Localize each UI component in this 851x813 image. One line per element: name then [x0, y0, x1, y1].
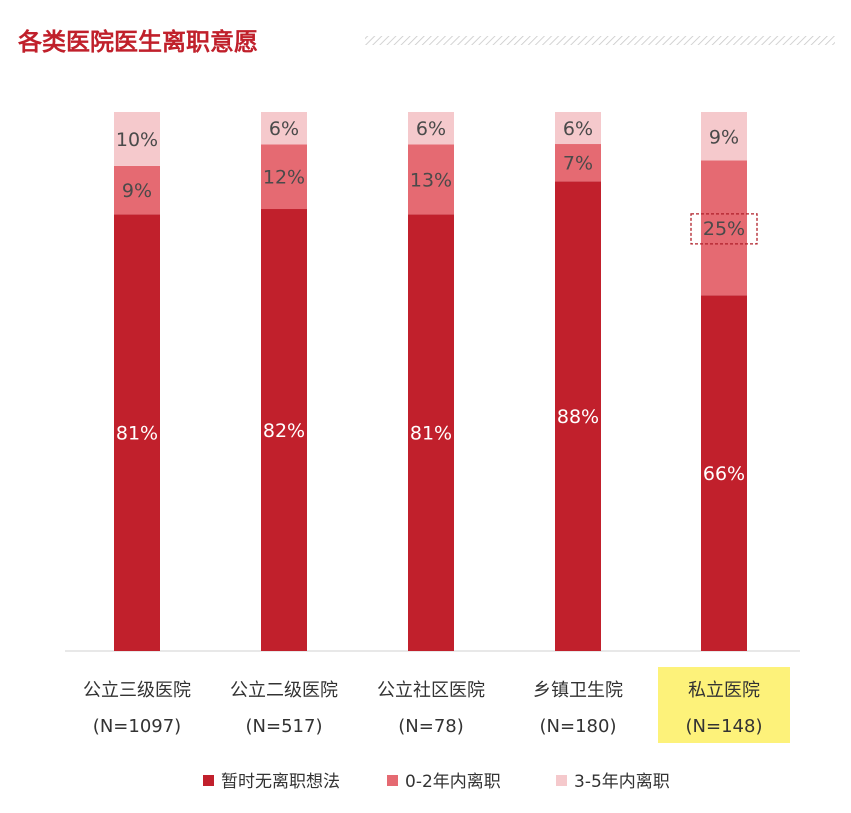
bar-segment-2-1: [114, 165, 160, 215]
bar-segment-3-3: [408, 112, 454, 145]
bar-segment-1-4: [555, 181, 601, 652]
legend-label-2: 0-2年内离职: [405, 772, 501, 792]
legend: 暂时无离职想法 0-2年内离职 3-5年内离职: [203, 772, 670, 792]
data-label-3-2: 6%: [269, 118, 299, 140]
bar-segment-1-3: [408, 214, 454, 651]
legend-swatch-1: [203, 775, 214, 786]
data-label-3-1: 10%: [116, 129, 158, 151]
bar-segment-2-3: [408, 144, 454, 215]
bar-segment-1-1: [114, 214, 160, 651]
data-label-1-3: 81%: [410, 423, 452, 445]
categories-layer: 公立三级医院 (N=1097) 公立二级医院 (N=517) 公立社区医院 (N=78) 乡…: [83, 667, 790, 743]
chart-title: 各类医院医生离职意愿: [17, 28, 258, 56]
sample-size-label-2: (N=517): [246, 716, 323, 737]
title-decoration: [365, 36, 835, 45]
sample-size-label-3: (N=78): [398, 716, 464, 737]
sample-size-label-1: (N=1097): [93, 716, 181, 737]
highlight-box: [690, 213, 758, 245]
bar-segment-1-5: [701, 295, 747, 651]
data-label-3-4: 6%: [563, 118, 593, 140]
category-label-4: 乡镇卫生院: [533, 680, 623, 701]
data-label-2-3: 13%: [410, 169, 452, 191]
legend-label-1: 暂时无离职想法: [221, 772, 340, 792]
data-label-1-5: 66%: [703, 463, 745, 485]
bar-segment-3-2: [261, 112, 307, 145]
data-label-2-2: 12%: [263, 167, 305, 189]
category-label-1: 公立三级医院: [83, 680, 191, 701]
legend-label-3: 3-5年内离职: [574, 772, 670, 792]
legend-swatch-3: [556, 775, 567, 786]
category-label-5: 私立医院: [688, 680, 760, 701]
bar-segment-2-4: [555, 144, 601, 182]
sample-size-label-5: (N=148): [686, 716, 763, 737]
bar-segment-3-1: [114, 112, 160, 166]
bar-segment-3-5: [701, 112, 747, 161]
legend-swatch-2: [387, 775, 398, 786]
data-label-3-5: 9%: [709, 126, 739, 148]
category-highlight: [658, 667, 790, 743]
data-label-3-3: 6%: [416, 118, 446, 140]
bars-layer: 81% 9% 10% 82% 12% 6% 81% 13% 6% 88% 7% 6% 66% 25% 9%: [114, 112, 758, 652]
data-label-2-4: 7%: [563, 153, 593, 175]
bar-segment-3-4: [555, 112, 601, 145]
sample-size-label-4: (N=180): [540, 716, 617, 737]
data-label-2-1: 9%: [122, 180, 152, 202]
bar-segment-2-5: [701, 160, 747, 296]
bar-segment-1-2: [261, 209, 307, 651]
category-label-2: 公立二级医院: [230, 680, 338, 701]
data-label-1-2: 82%: [263, 420, 305, 442]
bar-segment-2-2: [261, 144, 307, 210]
data-label-2-5: 25%: [703, 218, 745, 240]
data-label-1-1: 81%: [116, 423, 158, 445]
category-label-3: 公立社区医院: [377, 680, 485, 701]
data-label-1-4: 88%: [557, 406, 599, 428]
